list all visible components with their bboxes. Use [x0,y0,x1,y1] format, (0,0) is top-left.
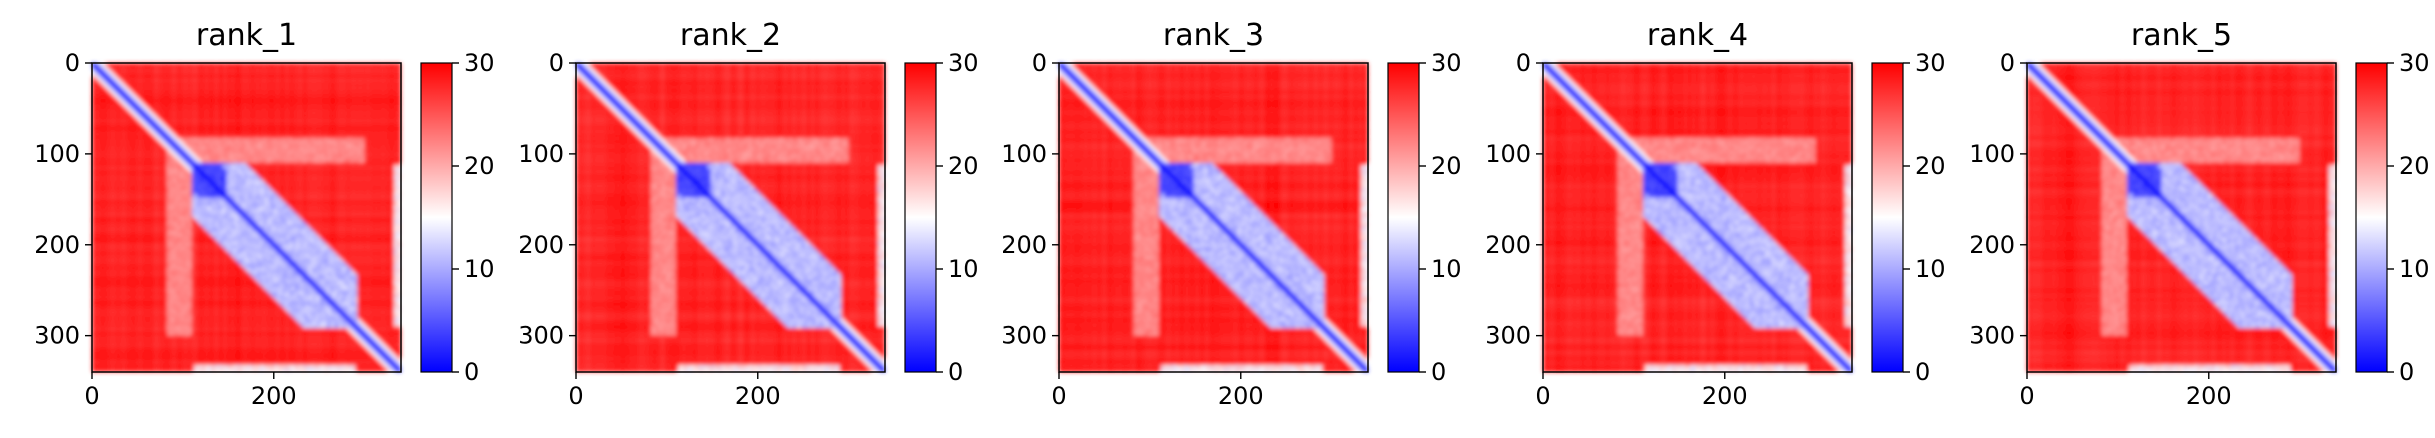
y-tick-label: 100 [518,140,564,168]
x-tick-label: 0 [1051,382,1066,410]
x-tick-label: 200 [1218,382,1264,410]
axes-frame [91,62,402,373]
axes-frame [1058,62,1369,373]
x-tick-label: 200 [2186,382,2232,410]
heatmap-image [576,63,885,372]
colorbar-tick-label: 20 [1431,152,1462,180]
y-tick-label: 300 [518,322,564,350]
colorbar-tick-label: 20 [1915,152,1946,180]
colorbar [420,62,453,373]
colorbar-tick-label: 20 [464,152,495,180]
y-tick-label: 300 [1001,322,1047,350]
y-tick-label: 200 [1485,231,1531,259]
colorbar [1871,62,1904,373]
x-tick-label: 200 [735,382,781,410]
colorbar-tick-label: 30 [948,49,979,77]
y-tick-label: 0 [65,49,80,77]
colorbar-tick-label: 10 [1431,255,1462,283]
panel-title: rank_3 [1163,18,1264,53]
y-tick-label: 0 [2000,49,2015,77]
panel-title: rank_1 [196,18,297,53]
x-tick-label: 0 [2019,382,2034,410]
colorbar-tick-label: 30 [1431,49,1462,77]
x-tick-label: 200 [251,382,297,410]
x-tick-label: 0 [568,382,583,410]
y-tick-label: 200 [1969,231,2015,259]
y-tick-label: 300 [1969,322,2015,350]
panel-3: rank_3 0 200 0 100 200 300 0 10 20 30 [1001,18,1461,410]
colorbar-tick-label: 10 [948,255,979,283]
y-tick-label: 300 [34,322,80,350]
y-tick-label: 300 [1485,322,1531,350]
colorbar-tick-label: 0 [1915,358,1930,386]
colorbar-tick-label: 10 [464,255,495,283]
panel-title: rank_5 [2131,18,2232,53]
heatmap-image [2027,63,2336,372]
y-tick-label: 100 [34,140,80,168]
y-tick-label: 100 [1485,140,1531,168]
heatmap-image [92,63,401,372]
colorbar-tick-label: 30 [2399,49,2430,77]
colorbar-tick-label: 10 [1915,255,1946,283]
colorbar-tick-label: 0 [464,358,479,386]
colorbar-tick-label: 20 [2399,152,2430,180]
panel-1: rank_1 0 200 0 100 200 300 0 10 20 30 [34,18,494,410]
colorbar [904,62,937,373]
axes-frame [575,62,886,373]
panel-4: rank_4 0 200 0 100 200 300 0 10 20 30 [1485,18,1945,410]
panel-2: rank_2 0 200 0 100 200 300 0 10 20 30 [518,18,978,410]
colorbar-tick-label: 30 [1915,49,1946,77]
colorbar-tick-label: 30 [464,49,495,77]
x-tick-label: 0 [84,382,99,410]
colorbar [2355,62,2388,373]
y-tick-label: 0 [1032,49,1047,77]
colorbar [1387,62,1420,373]
y-tick-label: 200 [1001,231,1047,259]
panel-title: rank_2 [680,18,781,53]
colorbar-tick-label: 10 [2399,255,2430,283]
axes-frame [2026,62,2337,373]
y-tick-label: 0 [1516,49,1531,77]
heatmap-image [1059,63,1368,372]
colorbar-tick-label: 20 [948,152,979,180]
x-tick-label: 200 [1702,382,1748,410]
y-tick-label: 200 [518,231,564,259]
panel-title: rank_4 [1647,18,1748,53]
y-tick-label: 100 [1969,140,2015,168]
y-tick-label: 200 [34,231,80,259]
y-tick-label: 100 [1001,140,1047,168]
axes-frame [1542,62,1853,373]
x-tick-label: 0 [1535,382,1550,410]
y-tick-label: 0 [549,49,564,77]
colorbar-tick-label: 0 [2399,358,2414,386]
panel-5: rank_5 0 200 0 100 200 300 0 10 20 30 [1969,18,2429,410]
heatmap-image [1543,63,1852,372]
colorbar-tick-label: 0 [1431,358,1446,386]
colorbar-tick-label: 0 [948,358,963,386]
